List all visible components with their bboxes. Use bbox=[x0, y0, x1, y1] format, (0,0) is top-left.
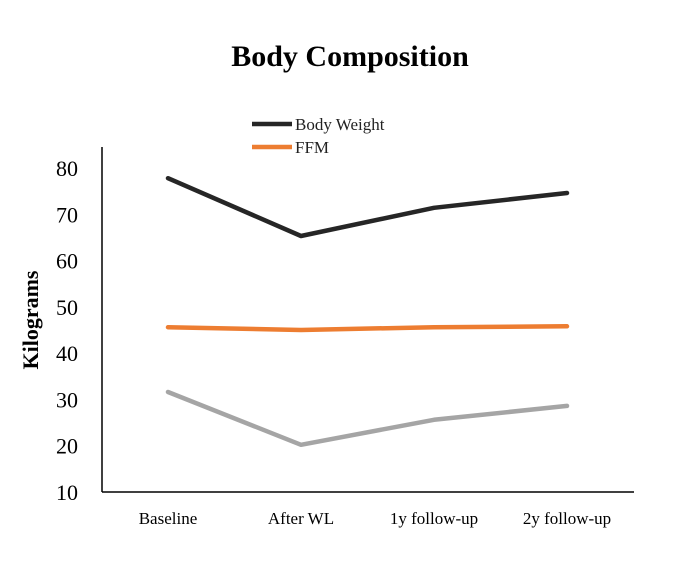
y-tick-label: 60 bbox=[56, 249, 78, 274]
y-tick-label: 30 bbox=[56, 387, 78, 412]
y-axis-ticks: 10 20 30 40 50 60 70 80 bbox=[56, 156, 78, 505]
y-tick-label: 50 bbox=[56, 295, 78, 320]
legend-label-2: FFM bbox=[295, 138, 329, 157]
y-tick-label: 80 bbox=[56, 156, 78, 181]
legend: Body Weight FFM bbox=[252, 115, 385, 157]
x-tick-label: Baseline bbox=[139, 509, 198, 528]
x-tick-label: After WL bbox=[268, 509, 334, 528]
series-line-1 bbox=[165, 175, 570, 239]
x-tick-label: 1y follow-up bbox=[390, 509, 478, 528]
y-tick-label: 10 bbox=[56, 480, 78, 505]
axes bbox=[101, 147, 634, 493]
chart-title: Body Composition bbox=[231, 40, 469, 73]
x-axis-ticks: Baseline After WL 1y follow-up 2y follow-up bbox=[139, 509, 611, 528]
series-line-2 bbox=[165, 324, 570, 333]
y-tick-label: 40 bbox=[56, 341, 78, 366]
series-lines bbox=[165, 175, 570, 448]
y-axis-label: Kilograms bbox=[18, 270, 43, 369]
y-tick-label: 70 bbox=[56, 202, 78, 227]
x-tick-label: 2y follow-up bbox=[523, 509, 611, 528]
series-line-3 bbox=[165, 389, 570, 448]
y-tick-label: 20 bbox=[56, 434, 78, 459]
legend-label-1: Body Weight bbox=[295, 115, 385, 134]
